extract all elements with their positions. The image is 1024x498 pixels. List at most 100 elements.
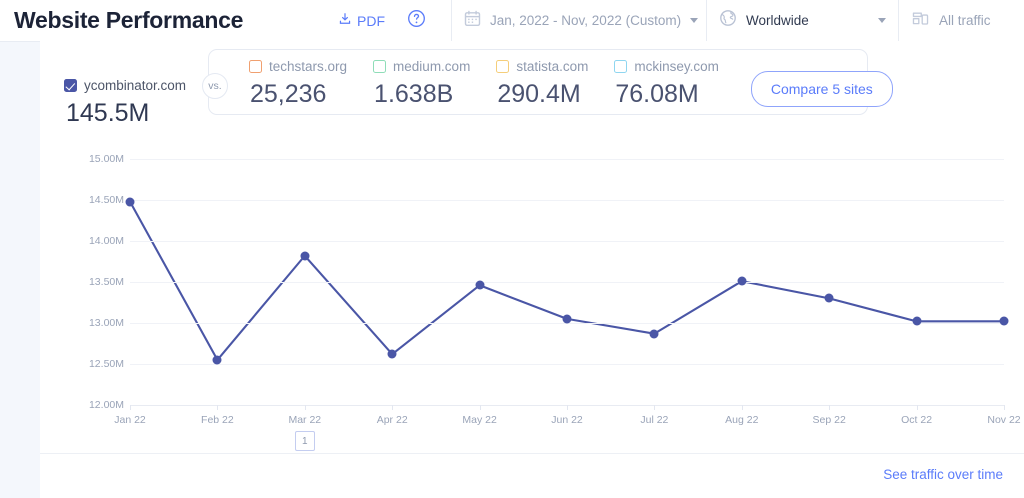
competitor-list: techstars.org 25,236 medium.com 1.638B s… bbox=[208, 49, 893, 115]
main-site-checkbox[interactable] bbox=[64, 79, 77, 92]
competitor-checkbox-statista[interactable] bbox=[496, 60, 510, 73]
x-axis-tick-label: Apr 22 bbox=[376, 414, 408, 426]
grid-line bbox=[130, 159, 1004, 160]
x-axis-tick-label: Feb 22 bbox=[201, 414, 234, 426]
data-point[interactable] bbox=[475, 280, 485, 290]
data-point[interactable] bbox=[212, 355, 222, 365]
page-title: Website Performance bbox=[14, 7, 244, 33]
competitor-value: 1.638B bbox=[374, 80, 454, 108]
data-point[interactable] bbox=[300, 251, 310, 261]
traffic-line-chart: 15.00M 14.50M 14.00M 13.50M 13.00M 12.50M 12.0… bbox=[64, 153, 1021, 451]
competitor-item: mckinsey.com 76.08M bbox=[614, 58, 719, 109]
competitor-header: mckinsey.com bbox=[614, 58, 719, 75]
x-axis-tick bbox=[741, 405, 743, 410]
data-point[interactable] bbox=[824, 293, 834, 303]
traffic-selector[interactable]: All traffic bbox=[898, 0, 1024, 41]
card-footer: See traffic over time bbox=[40, 454, 1024, 498]
main-site-header: ycombinator.com bbox=[64, 77, 208, 94]
data-point[interactable] bbox=[387, 349, 397, 359]
data-point[interactable] bbox=[562, 314, 572, 324]
calendar-icon bbox=[464, 10, 481, 32]
performance-card: ycombinator.com 145.5M vs. techstars.org… bbox=[40, 41, 1024, 453]
competitor-item: statista.com 290.4M bbox=[496, 58, 588, 109]
region-selector[interactable]: Worldwide bbox=[706, 0, 898, 41]
y-axis-labels: 15.00M 14.50M 14.00M 13.50M 13.00M 12.50M 12.0… bbox=[64, 153, 124, 411]
see-traffic-over-time-link[interactable]: See traffic over time bbox=[883, 467, 1003, 482]
data-point[interactable] bbox=[125, 197, 135, 207]
x-axis-tick-label: Mar 22 bbox=[288, 414, 322, 426]
x-axis-tick-label: Aug 22 bbox=[725, 414, 759, 426]
competitor-header: statista.com bbox=[496, 58, 588, 75]
vs-badge: vs. bbox=[202, 73, 228, 99]
chart-annotation-marker[interactable]: 1 bbox=[294, 431, 315, 451]
grid-line bbox=[130, 282, 1004, 283]
competitor-name: medium.com bbox=[393, 59, 471, 74]
competitor-checkbox-techstars[interactable] bbox=[249, 60, 262, 73]
competitor-item: techstars.org 25,236 bbox=[249, 58, 347, 109]
chevron-down-icon bbox=[878, 18, 886, 23]
export-pdf-label: PDF bbox=[357, 12, 385, 29]
y-axis-tick-label: 14.00M bbox=[88, 235, 124, 247]
competitor-name: techstars.org bbox=[269, 59, 348, 74]
date-range-selector[interactable]: Jan, 2022 - Nov, 2022 (Custom) bbox=[451, 0, 706, 41]
x-axis-tick bbox=[479, 405, 481, 410]
grid-line bbox=[130, 241, 1004, 242]
data-point[interactable] bbox=[737, 276, 747, 286]
grid-line bbox=[130, 364, 1004, 365]
competitor-checkbox-mckinsey[interactable] bbox=[614, 60, 628, 73]
devices-icon bbox=[911, 9, 930, 33]
main-site-name: ycombinator.com bbox=[84, 78, 187, 93]
data-point[interactable] bbox=[999, 316, 1009, 326]
competitor-header: techstars.org bbox=[249, 58, 347, 75]
app-header: Website Performance PDF bbox=[0, 0, 1024, 42]
x-axis-tick-label: Jan 22 bbox=[114, 414, 146, 426]
x-axis-tick-label: Oct 22 bbox=[901, 414, 933, 426]
x-axis-tick bbox=[130, 405, 131, 410]
x-axis-tick bbox=[304, 405, 306, 410]
main-site-value: 145.5M bbox=[66, 99, 150, 127]
traffic-label: All traffic bbox=[939, 13, 991, 28]
chart-plot-area bbox=[125, 159, 1009, 406]
x-axis-tick bbox=[829, 405, 831, 410]
competitor-value: 25,236 bbox=[250, 80, 327, 108]
card-divider bbox=[40, 453, 1024, 454]
chevron-down-icon bbox=[690, 18, 699, 23]
help-button[interactable] bbox=[407, 9, 426, 33]
export-pdf-button[interactable]: PDF bbox=[338, 12, 385, 29]
y-axis-tick-label: 12.50M bbox=[88, 358, 124, 370]
x-axis-tick bbox=[217, 405, 219, 410]
x-axis-tick bbox=[392, 405, 394, 410]
x-axis-tick bbox=[1004, 405, 1005, 410]
date-range-label: Jan, 2022 - Nov, 2022 (Custom) bbox=[490, 13, 682, 28]
competitor-checkbox-medium[interactable] bbox=[373, 60, 387, 73]
y-axis-tick-label: 13.00M bbox=[88, 317, 124, 329]
x-axis-tick-label: Nov 22 bbox=[987, 414, 1021, 426]
competitor-value: 76.08M bbox=[615, 80, 699, 108]
x-axis-tick-label: May 22 bbox=[462, 414, 497, 426]
competitor-value: 290.4M bbox=[497, 80, 581, 108]
globe-icon bbox=[719, 9, 737, 32]
question-circle-icon bbox=[407, 9, 426, 33]
main-site-block: ycombinator.com 145.5M bbox=[64, 69, 208, 128]
data-point[interactable] bbox=[649, 329, 659, 339]
x-axis-tick-label: Jul 22 bbox=[640, 414, 669, 426]
x-axis-tick bbox=[654, 405, 656, 410]
competitor-name: statista.com bbox=[516, 59, 589, 74]
data-point[interactable] bbox=[912, 316, 922, 326]
grid-line bbox=[130, 323, 1004, 324]
competitor-header: medium.com bbox=[373, 58, 470, 75]
y-axis-tick-label: 13.50M bbox=[88, 276, 124, 288]
y-axis-tick-label: 14.50M bbox=[88, 194, 124, 206]
competitor-item: medium.com 1.638B bbox=[373, 58, 470, 109]
x-axis-tick bbox=[567, 405, 568, 410]
x-axis-tick-label: Sep 22 bbox=[812, 414, 846, 426]
y-axis-tick-label: 15.00M bbox=[88, 153, 124, 165]
compare-sites-button[interactable]: Compare 5 sites bbox=[750, 71, 893, 107]
region-label: Worldwide bbox=[746, 13, 809, 28]
download-icon bbox=[338, 12, 352, 29]
x-axis-tick bbox=[916, 405, 918, 410]
competitor-name: mckinsey.com bbox=[634, 59, 719, 74]
x-axis-tick-label: Jun 22 bbox=[551, 414, 583, 426]
y-axis-tick-label: 12.00M bbox=[88, 399, 124, 411]
